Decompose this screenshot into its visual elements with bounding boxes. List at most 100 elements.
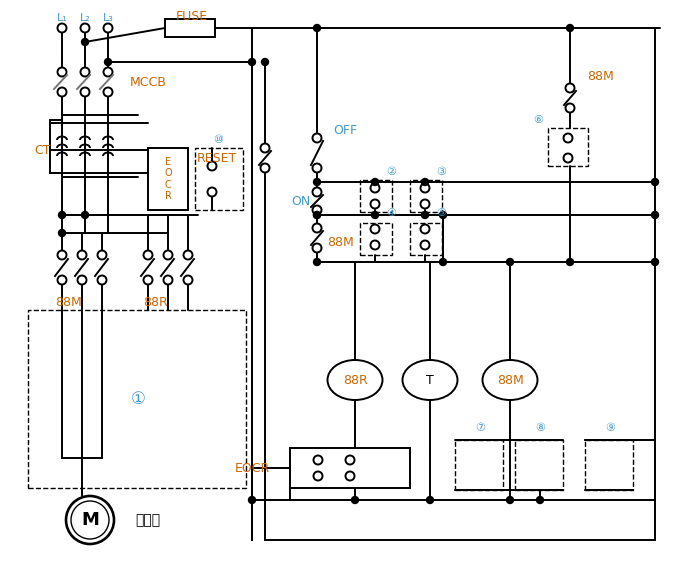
Circle shape [566, 24, 573, 31]
Text: ⑨: ⑨ [605, 423, 615, 433]
Text: 88M: 88M [326, 236, 353, 249]
Circle shape [651, 258, 658, 265]
Circle shape [59, 229, 66, 236]
Bar [410, 180, 442, 212]
Bar [148, 148, 188, 210]
Bar [290, 448, 410, 488]
Text: CT: CT [34, 144, 50, 157]
Circle shape [208, 187, 217, 197]
Circle shape [313, 187, 322, 197]
Circle shape [537, 496, 544, 503]
Circle shape [97, 250, 106, 260]
Circle shape [346, 456, 355, 465]
Circle shape [57, 23, 66, 32]
Bar [360, 223, 392, 255]
Circle shape [313, 211, 320, 219]
Bar [28, 310, 246, 488]
Text: M: M [81, 511, 99, 529]
Bar [585, 440, 633, 490]
Circle shape [371, 211, 379, 219]
Circle shape [313, 178, 320, 186]
Circle shape [371, 183, 380, 193]
Text: ②: ② [386, 167, 396, 177]
Circle shape [422, 178, 428, 186]
Circle shape [313, 133, 322, 143]
Text: 88M: 88M [586, 69, 613, 82]
Circle shape [420, 199, 429, 208]
Circle shape [104, 68, 112, 77]
Circle shape [81, 68, 90, 77]
Text: ③: ③ [436, 167, 446, 177]
Circle shape [566, 83, 575, 93]
Circle shape [506, 258, 513, 265]
Circle shape [81, 23, 90, 32]
Ellipse shape [402, 360, 457, 400]
Text: ⑧: ⑧ [535, 423, 545, 433]
Text: L₁: L₁ [57, 13, 68, 23]
Text: FUSE: FUSE [176, 10, 208, 23]
Text: T: T [426, 374, 434, 386]
Text: ①: ① [130, 390, 146, 408]
Circle shape [564, 133, 573, 143]
Circle shape [71, 501, 109, 539]
Text: 전동기: 전동기 [135, 513, 161, 527]
Bar [195, 148, 243, 210]
Circle shape [164, 275, 172, 285]
Circle shape [261, 164, 270, 173]
Circle shape [77, 250, 86, 260]
Text: 88M: 88M [55, 295, 81, 308]
Text: ⑥: ⑥ [533, 115, 543, 125]
Bar [515, 440, 563, 490]
Circle shape [313, 471, 322, 481]
Circle shape [66, 496, 114, 544]
Circle shape [104, 23, 112, 32]
Circle shape [371, 224, 380, 233]
Circle shape [81, 87, 90, 97]
Text: EOCR: EOCR [235, 461, 270, 474]
Circle shape [248, 59, 255, 65]
Circle shape [651, 178, 658, 186]
Circle shape [651, 211, 658, 219]
Circle shape [164, 250, 172, 260]
Circle shape [422, 211, 428, 219]
Circle shape [313, 244, 322, 253]
Text: ⑦: ⑦ [475, 423, 485, 433]
Circle shape [208, 161, 217, 170]
Circle shape [81, 211, 88, 219]
Circle shape [371, 199, 380, 208]
Text: ON: ON [290, 194, 310, 207]
Bar [455, 440, 503, 490]
Text: ④: ④ [386, 208, 396, 218]
Text: ⑤: ⑤ [436, 208, 446, 218]
Circle shape [371, 178, 379, 186]
Circle shape [313, 211, 320, 219]
Circle shape [248, 496, 255, 503]
Circle shape [420, 183, 429, 193]
Circle shape [440, 258, 446, 265]
Circle shape [371, 240, 380, 249]
Text: 88R: 88R [343, 374, 367, 386]
Ellipse shape [328, 360, 382, 400]
Circle shape [77, 275, 86, 285]
Circle shape [564, 153, 573, 162]
Bar [410, 223, 442, 255]
Circle shape [506, 496, 513, 503]
Circle shape [261, 144, 270, 152]
Circle shape [144, 275, 152, 285]
Text: L₂: L₂ [79, 13, 90, 23]
Circle shape [81, 39, 88, 45]
Circle shape [420, 224, 429, 233]
Circle shape [440, 211, 446, 219]
Text: 88M: 88M [497, 374, 524, 386]
Bar [548, 128, 588, 166]
Circle shape [57, 68, 66, 77]
Bar [360, 180, 392, 212]
Text: RESET: RESET [197, 152, 237, 165]
Circle shape [144, 250, 152, 260]
Circle shape [426, 496, 433, 503]
Circle shape [420, 240, 429, 249]
Text: E
O
C
R: E O C R [164, 157, 172, 202]
Text: OFF: OFF [333, 123, 357, 136]
Circle shape [566, 258, 573, 265]
Circle shape [262, 59, 268, 65]
